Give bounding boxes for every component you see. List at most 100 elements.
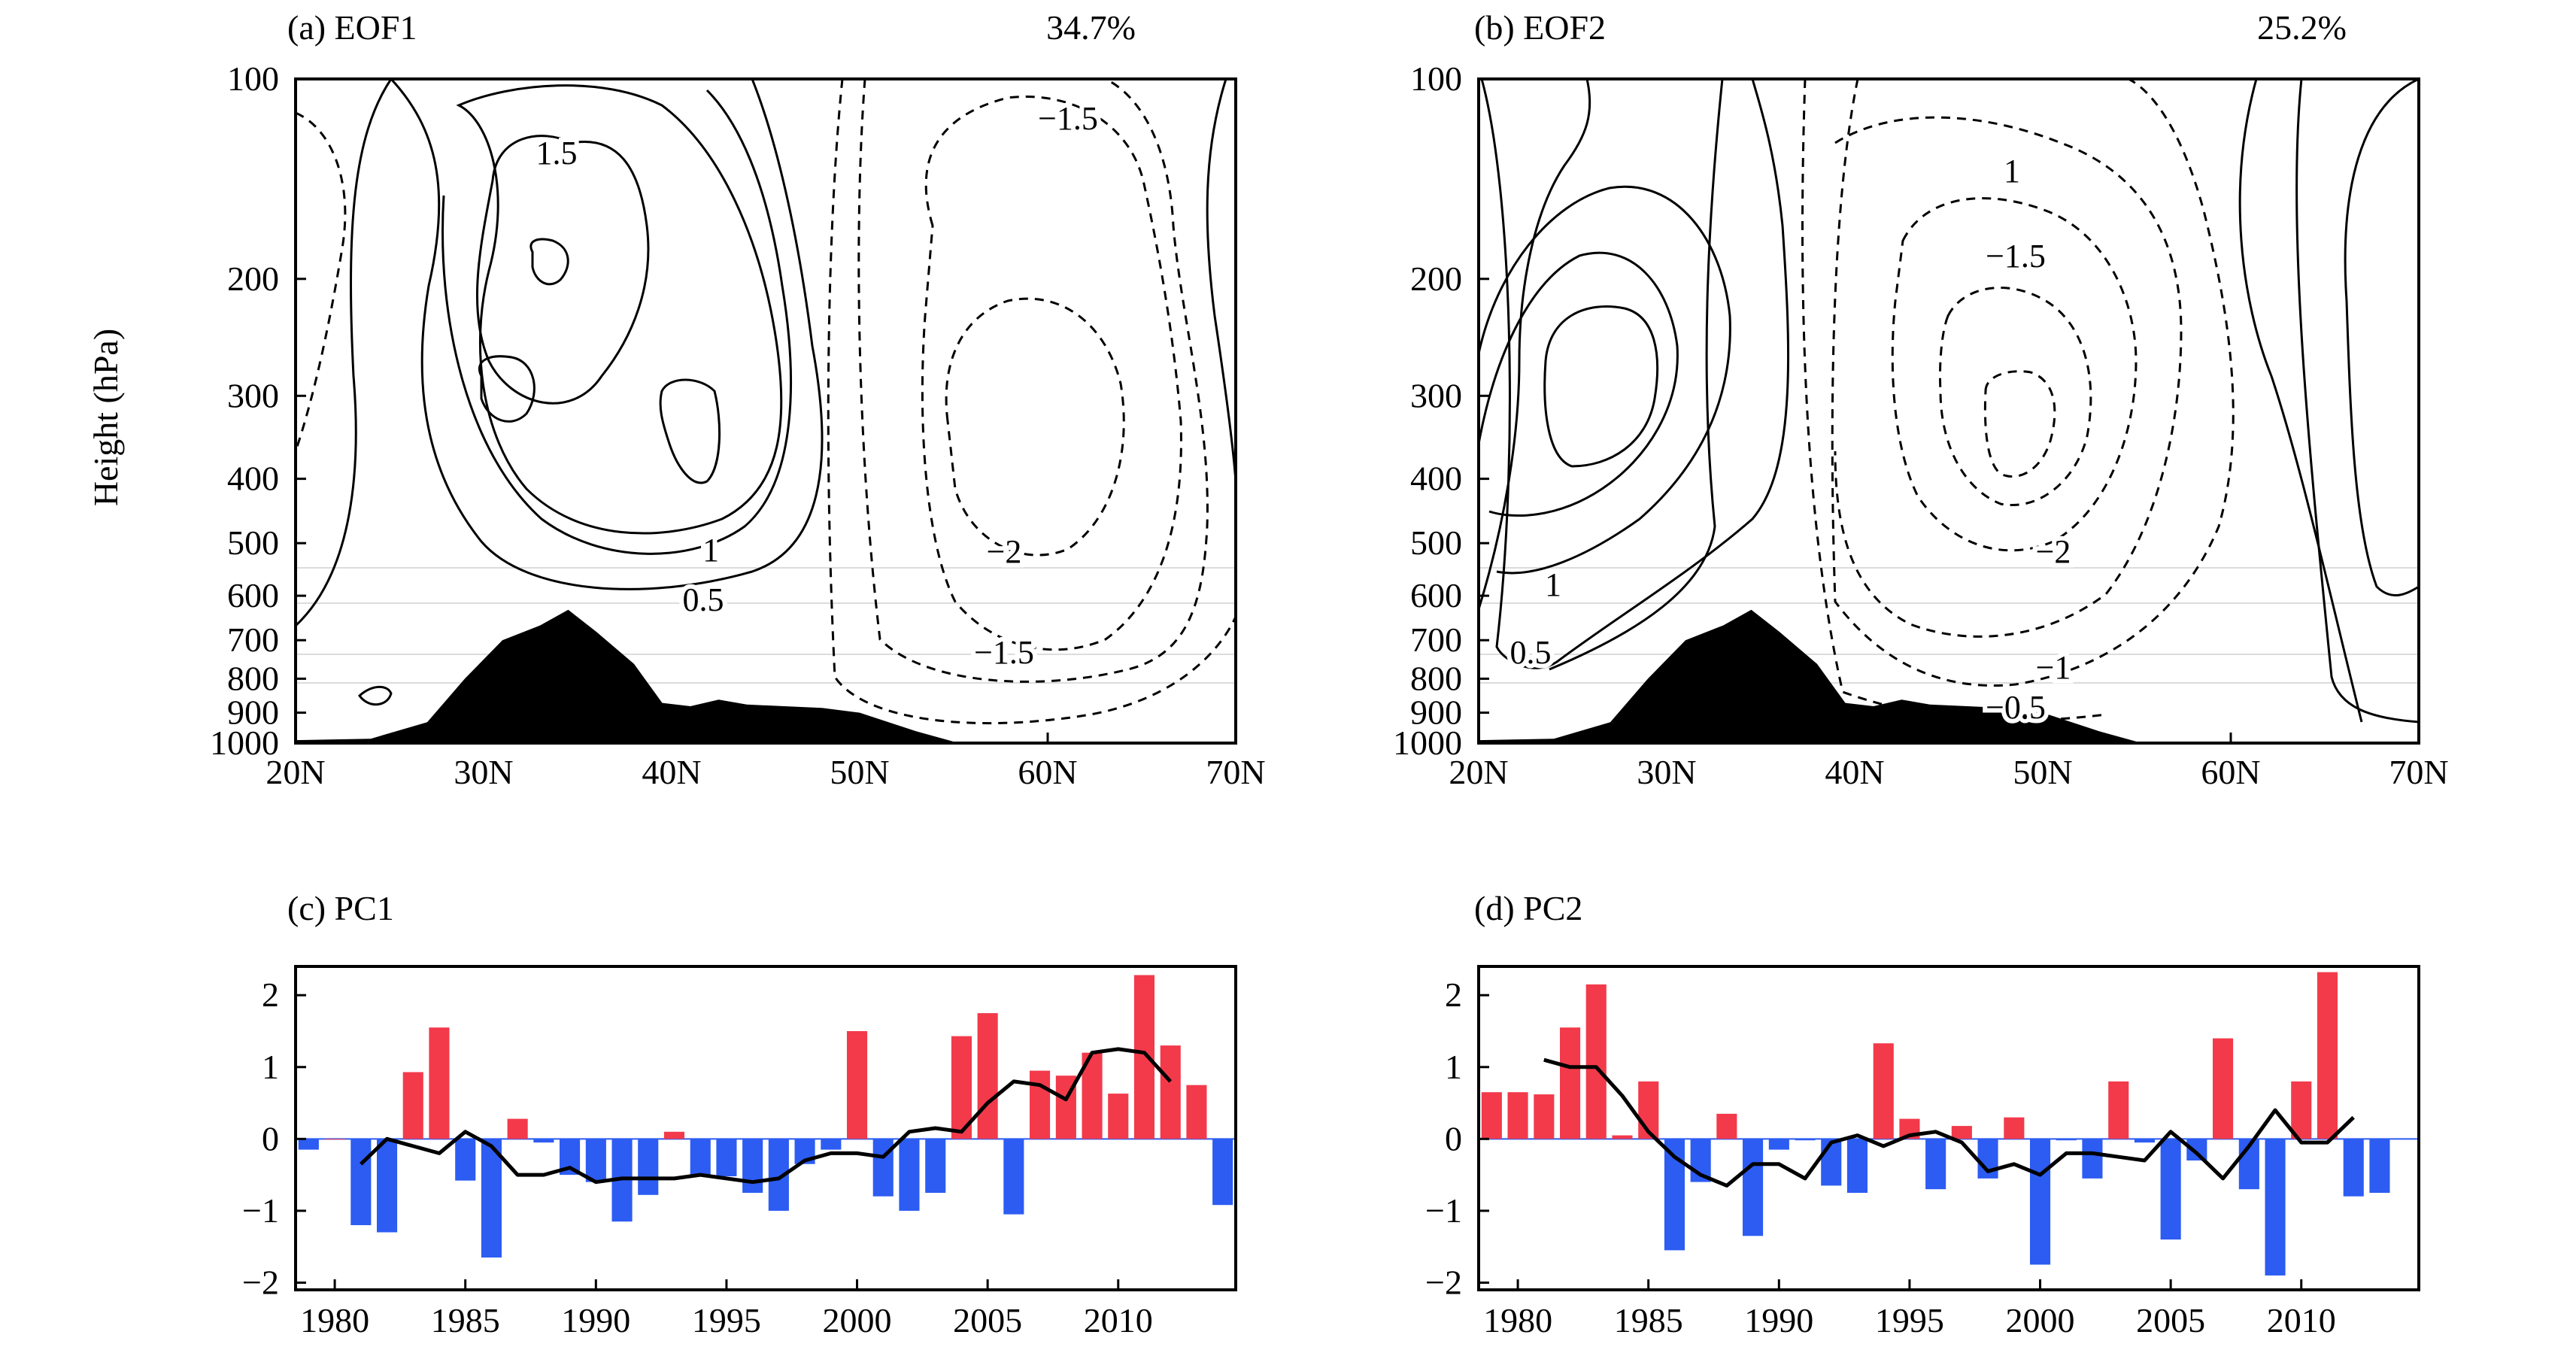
x-tick-label: 30N <box>454 753 513 791</box>
bar <box>1612 1135 1633 1139</box>
contour-label: −0.5 <box>1986 689 2046 726</box>
contour-b-neg-05 <box>1801 79 2107 722</box>
bar <box>1133 975 1154 1139</box>
contour-b-pos-box <box>1549 79 1724 671</box>
y-tick-label: 700 <box>227 620 279 659</box>
bar <box>1534 1094 1555 1139</box>
bar <box>2369 1139 2390 1193</box>
x-tick-label: 2010 <box>1084 1301 1153 1339</box>
smoothed-line <box>1543 1057 2355 1188</box>
x-tick-label: 30N <box>1637 753 1696 791</box>
bar <box>977 1013 998 1139</box>
panel-a-guides <box>296 567 1236 684</box>
panel-d-frame <box>1477 965 2420 1291</box>
panel-a-terrain <box>296 609 1236 743</box>
bar <box>481 1139 502 1258</box>
panel-a-frame <box>294 77 1237 745</box>
y-tick-label: 1000 <box>210 724 279 762</box>
y-tick-label: −1 <box>1425 1191 1462 1230</box>
bar <box>2213 1038 2234 1139</box>
panel-b-contour-labels: 1 −1.5 −2 1 0.5 −1 −0.5 <box>1506 148 2076 730</box>
x-tick-label: 40N <box>1825 753 1884 791</box>
y-tick-label: 1 <box>1445 1048 1462 1086</box>
y-tick-label: 400 <box>227 460 279 498</box>
contour-label: 0.5 <box>683 581 724 618</box>
bar <box>2056 1139 2077 1141</box>
bar <box>1108 1094 1129 1139</box>
panel-b-terrain <box>1479 609 2419 743</box>
bar <box>2343 1139 2364 1197</box>
x-tick-label: 40N <box>642 753 701 791</box>
contour-a-neg-2 <box>945 297 1125 557</box>
contour-b-neg-25 <box>1983 370 2056 478</box>
panel-d-title: (d) PC2 <box>1474 889 1582 927</box>
smoothed-line <box>360 1047 1173 1185</box>
contour-a-small <box>357 685 393 706</box>
contour-label: −1.5 <box>1986 238 2046 275</box>
contour-label: 1 <box>2004 153 2020 190</box>
bar <box>429 1027 450 1139</box>
bar <box>1481 1092 1502 1139</box>
contour-a-neg-15 <box>921 96 1182 651</box>
y-tick-label: 200 <box>227 259 279 298</box>
y-tick-label: 800 <box>227 659 279 697</box>
panel-eof1: (a) EOF1 34.7% Height (hPa) <box>86 8 1266 791</box>
panel-a-axes: 20N 30N 40N 50N 60N 70N 100 200 300 400 500 600 7008… <box>210 59 1266 791</box>
contour-b-pos-05 <box>1479 79 1591 610</box>
panel-b-contours <box>1479 79 2419 724</box>
y-tick-label: 2 <box>1445 975 1462 1014</box>
x-tick-label: 60N <box>2201 753 2260 791</box>
bar <box>585 1139 606 1182</box>
y-tick-label: 600 <box>1410 576 1462 614</box>
contour-a-neg-outer <box>827 79 1236 725</box>
x-tick-label: 50N <box>830 753 889 791</box>
bar <box>2265 1139 2286 1276</box>
bar <box>2160 1139 2181 1240</box>
bar <box>1212 1139 1233 1206</box>
y-tick-label: 100 <box>227 59 279 98</box>
contour-label: −1 <box>2036 649 2071 686</box>
y-axis-label: Height (hPa) <box>86 329 125 506</box>
bar <box>847 1031 868 1139</box>
y-tick-label: 900 <box>1410 693 1462 732</box>
contour-b-pos-outer <box>1480 79 1790 669</box>
x-tick-label: 1980 <box>300 1301 369 1339</box>
panel-b-variance: 25.2% <box>2257 8 2347 47</box>
bar <box>1030 1070 1051 1139</box>
bar <box>507 1118 528 1139</box>
contour-label: 1 <box>1545 566 1561 603</box>
x-tick-label: 1985 <box>1614 1301 1683 1339</box>
bar <box>298 1139 319 1150</box>
contour-label: 0.5 <box>1510 634 1552 671</box>
bar <box>1821 1139 1842 1186</box>
panel-eof2: (b) EOF2 25.2% <box>1393 8 2449 791</box>
panel-pc2: (d) PC2 1980 1985 1990 1995 2000 2005 2010 2 1 0 −… <box>1425 889 2420 1339</box>
contour-a-neg-left <box>296 111 347 452</box>
y-tick-label: 2 <box>262 975 279 1014</box>
y-tick-label: 100 <box>1410 59 1462 98</box>
bar <box>2004 1117 2025 1139</box>
y-tick-label: 600 <box>227 576 279 614</box>
panel-b-axes: 20N 30N 40N 50N 60N 70N 100 200 300 400 500 600 7008… <box>1393 59 2449 791</box>
contour-b-pos-3 <box>1543 305 1659 468</box>
contour-a-max1 <box>529 238 569 286</box>
contour-b-pos-right2 <box>2344 79 2419 597</box>
contour-a-pos-outer <box>296 79 393 627</box>
panel-b-title: (b) EOF2 <box>1474 8 1606 47</box>
bar <box>742 1139 763 1193</box>
bar <box>1560 1027 1581 1139</box>
bar <box>350 1139 372 1225</box>
bar <box>455 1139 476 1181</box>
bar <box>2317 972 2338 1139</box>
contour-label: −1.5 <box>1038 100 1098 137</box>
contour-label: −2 <box>2036 533 2071 570</box>
bar <box>1716 1113 1737 1139</box>
bar <box>377 1139 398 1233</box>
bar <box>1507 1092 1528 1139</box>
bar <box>1846 1139 1868 1193</box>
y-tick-label: 300 <box>1410 376 1462 414</box>
y-tick-label: 500 <box>227 523 279 562</box>
bar <box>2291 1081 2312 1139</box>
contour-b-neg-2 <box>1938 287 2092 506</box>
